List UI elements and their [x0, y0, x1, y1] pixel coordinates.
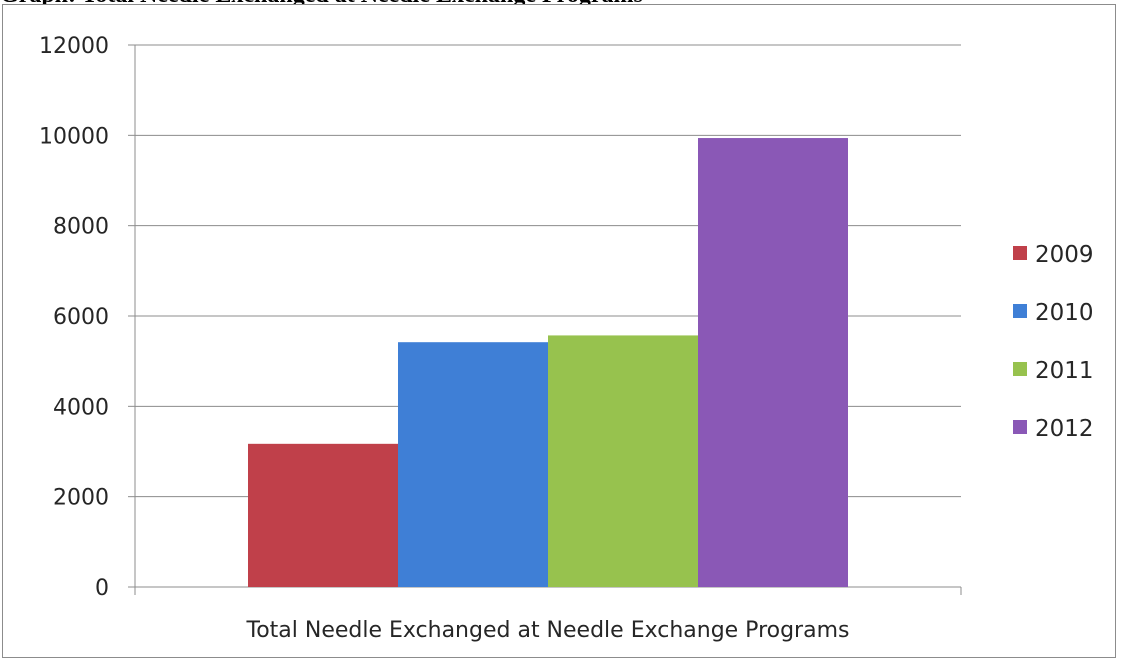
bar-2010 — [398, 342, 548, 587]
y-tick-label: 8000 — [53, 215, 109, 240]
legend-swatch-2011 — [1013, 362, 1027, 376]
y-tick-label: 10000 — [39, 124, 109, 149]
bars — [248, 138, 848, 587]
y-tick-labels: 0 2000 4000 6000 8000 10000 12000 — [39, 34, 109, 601]
legend-swatch-2010 — [1013, 304, 1027, 318]
bar-2011 — [548, 335, 698, 587]
bar-2009 — [248, 443, 398, 587]
legend-label-2011: 2011 — [1035, 358, 1094, 384]
legend: 2009 2010 2011 2012 — [1013, 242, 1094, 442]
x-category-label: Total Needle Exchanged at Needle Exchang… — [246, 618, 850, 643]
legend-swatch-2009 — [1013, 246, 1027, 260]
y-tick-label: 4000 — [53, 395, 109, 420]
legend-label-2009: 2009 — [1035, 242, 1094, 268]
legend-label-2010: 2010 — [1035, 300, 1094, 326]
legend-label-2012: 2012 — [1035, 416, 1094, 442]
legend-swatch-2012 — [1013, 420, 1027, 434]
y-tick-label: 6000 — [53, 305, 109, 330]
chart-frame: 0 2000 4000 6000 8000 10000 12000 Total Needle… — [2, 4, 1116, 658]
y-tick-label: 12000 — [39, 34, 109, 59]
bar-2012 — [698, 138, 848, 587]
y-tick-label: 0 — [95, 576, 109, 601]
y-tick-label: 2000 — [53, 486, 109, 511]
bar-chart: 0 2000 4000 6000 8000 10000 12000 Total Needle… — [39, 34, 1094, 643]
